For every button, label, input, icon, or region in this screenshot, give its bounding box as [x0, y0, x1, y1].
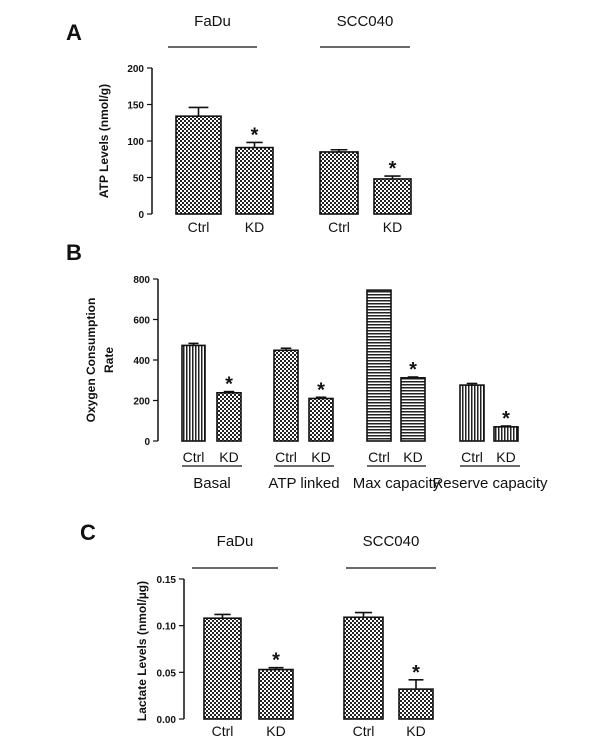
- category-label: Ctrl: [212, 723, 234, 739]
- category-label: Ctrl: [461, 449, 483, 465]
- bar-ctrl: [366, 289, 392, 442]
- category-label: Ctrl: [188, 219, 210, 235]
- category-label: Ctrl: [368, 449, 390, 465]
- y-tick-label: 0: [144, 437, 150, 448]
- bar-kd: [373, 178, 412, 215]
- category-label: Ctrl: [328, 219, 350, 235]
- significance-marker: *: [389, 158, 397, 180]
- group-label: ATP linked: [268, 475, 339, 492]
- bar-ctrl: [181, 344, 206, 442]
- y-tick-label: 0.10: [157, 622, 177, 633]
- group-label: Max capacity: [353, 475, 441, 492]
- category-label: KD: [266, 723, 285, 739]
- significance-marker: *: [251, 124, 259, 146]
- y-tick-label: 100: [127, 137, 144, 148]
- category-label: Ctrl: [353, 723, 375, 739]
- bar-ctrl: [273, 349, 299, 442]
- y-tick-label: 200: [127, 64, 144, 75]
- bar-ctrl: [203, 617, 242, 720]
- category-label: KD: [219, 449, 238, 465]
- panel-letter-b: B: [66, 240, 82, 265]
- panel-c: C Lactate Levels (nmol/µg) 0.00 0.05 0.10 0…: [80, 520, 436, 739]
- significance-marker: *: [502, 408, 510, 430]
- y-tick-label: 200: [133, 397, 150, 408]
- y-tick-label: 50: [133, 174, 145, 185]
- group-label: FaDu: [217, 533, 254, 550]
- y-tick-label: 400: [133, 356, 150, 367]
- category-label: KD: [406, 723, 425, 739]
- category-label: KD: [496, 449, 515, 465]
- y-axis-label-c: Lactate Levels (nmol/µg): [135, 581, 149, 721]
- bar-ctrl: [175, 115, 222, 215]
- group-label: SCC040: [363, 533, 420, 550]
- significance-marker: *: [412, 662, 420, 684]
- category-label: Ctrl: [275, 449, 297, 465]
- bar-kd: [400, 377, 426, 442]
- bar-ctrl: [459, 384, 485, 442]
- bar-ctrl: [343, 616, 384, 720]
- bar-kd: [398, 688, 434, 720]
- panel-letter-a: A: [66, 20, 82, 45]
- y-tick-label: 150: [127, 101, 144, 112]
- bar-kd: [308, 397, 334, 442]
- group-label: SCC040: [337, 13, 394, 30]
- bar-kd: [258, 668, 294, 720]
- bar-kd: [235, 146, 274, 215]
- panel-letter-c: C: [80, 520, 96, 545]
- bar-kd: [216, 392, 242, 442]
- bar-ctrl: [319, 151, 359, 215]
- category-label: Ctrl: [183, 449, 205, 465]
- y-axis-label-b: Oxygen Consumption Rate: [84, 298, 116, 423]
- category-label: KD: [245, 219, 264, 235]
- y-tick-label: 800: [133, 275, 150, 286]
- y-tick-label: 0.15: [157, 575, 177, 586]
- category-label: KD: [311, 449, 330, 465]
- panel-a: A ATP Levels (nmol/g) 0 50 100 150 200 Ctrl * K…: [66, 13, 412, 235]
- y-tick-label: 600: [133, 316, 150, 327]
- category-label: KD: [383, 219, 402, 235]
- group-label: Basal: [193, 475, 231, 492]
- category-label: KD: [403, 449, 422, 465]
- significance-marker: *: [225, 374, 233, 396]
- group-label: Reserve capacity: [432, 475, 548, 492]
- y-axis-label-a: ATP Levels (nmol/g): [97, 84, 111, 198]
- significance-marker: *: [272, 650, 280, 672]
- significance-marker: *: [317, 379, 325, 401]
- group-label: FaDu: [194, 13, 231, 30]
- y-tick-label: 0: [138, 210, 144, 221]
- y-tick-label: 0.00: [157, 715, 177, 726]
- significance-marker: *: [409, 359, 417, 381]
- y-tick-label: 0.05: [157, 668, 177, 679]
- panel-b: B Oxygen Consumption Rate 0 200 400 600 800 Ct…: [66, 240, 548, 492]
